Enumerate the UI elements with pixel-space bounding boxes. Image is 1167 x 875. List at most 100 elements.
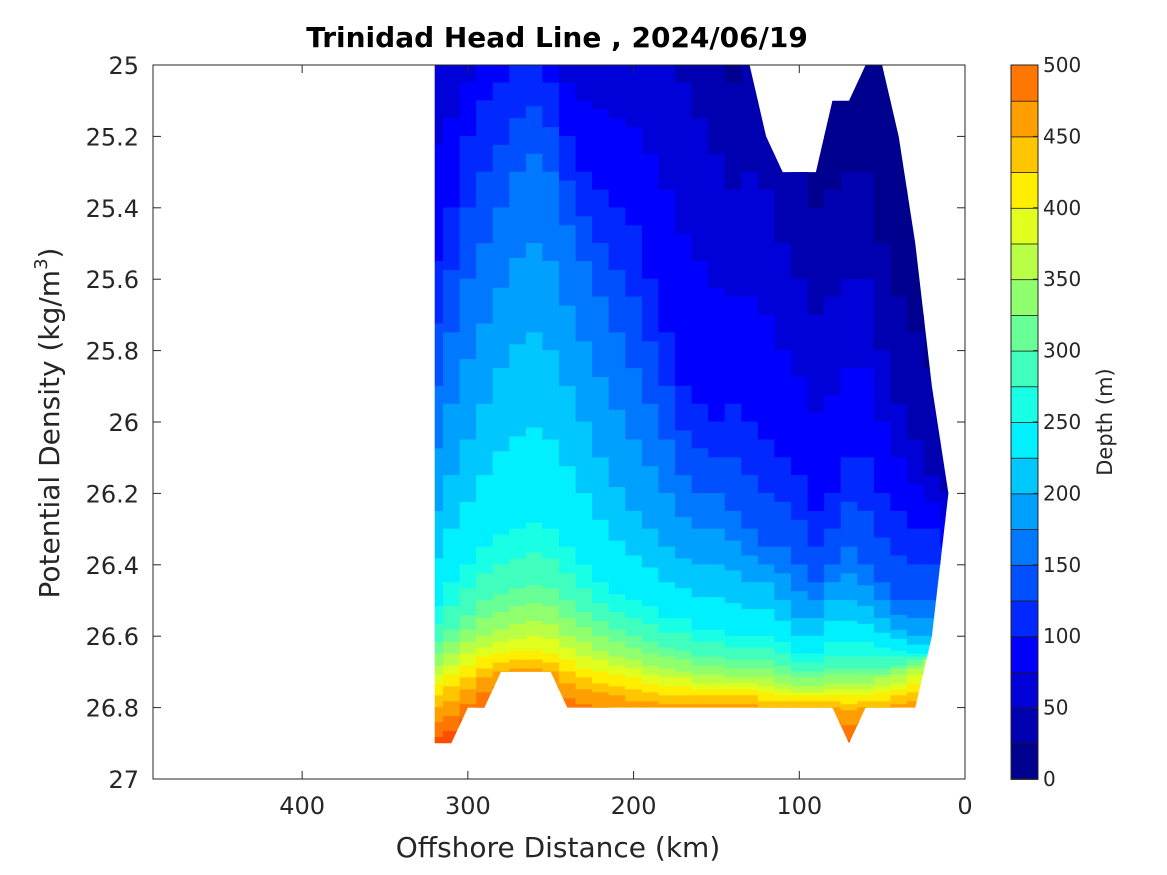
contour-cell <box>857 278 875 369</box>
colorbar-segment <box>1010 207 1039 245</box>
contour-cell <box>443 686 461 703</box>
y-axis-label-close: ) <box>33 248 66 259</box>
contour-cell <box>675 516 693 560</box>
contour-cell <box>509 65 527 119</box>
contour-cell <box>757 493 776 548</box>
contour-cell <box>873 65 892 244</box>
contour-cell <box>492 287 510 369</box>
y-tick-label: 25.6 <box>86 266 139 294</box>
colorbar-segment <box>1010 421 1039 459</box>
contour-cell <box>691 261 709 405</box>
contour-cell <box>459 207 477 280</box>
x-tick-labels: 400 300 200 100 0 <box>279 792 972 820</box>
contour-cell <box>608 487 626 542</box>
contour-cell <box>923 564 941 601</box>
contour-cell <box>625 439 643 512</box>
contour-cell <box>492 653 510 664</box>
contour-cell <box>675 695 693 705</box>
contour-cell <box>575 677 593 691</box>
contour-cell <box>840 674 858 685</box>
contour-cell <box>708 656 726 667</box>
contour-cell <box>434 510 444 560</box>
contour-cell <box>492 534 510 566</box>
contour-cell <box>675 659 693 673</box>
contour-cell <box>691 665 709 676</box>
contour-cell <box>476 100 494 173</box>
contour-cell <box>708 65 726 155</box>
contour-cell <box>525 106 544 155</box>
contour-cell <box>757 609 776 637</box>
contour-cell <box>724 189 742 298</box>
contour-cell <box>807 692 825 697</box>
contour-cell <box>641 528 660 569</box>
contour-cell <box>857 656 875 670</box>
contour-cell <box>807 600 825 619</box>
contour-cell <box>434 736 444 744</box>
contour-cell <box>575 641 593 658</box>
contour-cell <box>675 234 693 387</box>
contour-cell <box>757 582 776 610</box>
colorbar-tick-label: 50 <box>1043 696 1068 720</box>
contour-cell <box>559 385 577 467</box>
contour-cell <box>542 558 560 589</box>
contour-cell <box>774 641 792 655</box>
contour-cell <box>791 692 809 697</box>
contour-cell <box>907 683 925 694</box>
colorbar-segment <box>1010 350 1039 388</box>
contour-cell <box>525 659 544 670</box>
contour-cell <box>691 564 709 598</box>
contour-cell <box>774 689 792 697</box>
contour-cell <box>741 659 759 670</box>
contour-cell <box>923 528 941 566</box>
contour-cell <box>840 695 858 705</box>
contour-cell <box>840 656 858 670</box>
contour-cell <box>575 564 593 589</box>
colorbar-tick-label: 250 <box>1043 410 1081 434</box>
contour-cell <box>559 225 577 307</box>
contour-cell <box>807 677 825 688</box>
colorbar-segment <box>1010 492 1039 530</box>
contour-cell <box>675 82 693 235</box>
contour-cell <box>873 647 892 658</box>
contour-cell <box>840 668 858 676</box>
contour-cell <box>757 635 776 649</box>
contour-cell <box>641 623 660 643</box>
contour-cell <box>592 296 610 378</box>
contour-cell <box>757 439 776 494</box>
contour-cell <box>559 635 577 649</box>
contour-cell <box>575 626 593 643</box>
contour-cell <box>592 692 610 708</box>
contour-cell <box>542 171 560 262</box>
contour-cell <box>525 153 544 244</box>
contour-cell <box>757 564 776 584</box>
contour-cell <box>907 692 925 702</box>
contour-cell <box>509 638 527 652</box>
contour-cell <box>492 564 510 595</box>
contour-cell <box>625 296 643 369</box>
contour-cell <box>443 716 461 732</box>
contour-cell <box>559 683 577 700</box>
contour-cell <box>575 421 593 494</box>
contour-cell <box>840 457 858 503</box>
contour-cell <box>873 674 892 679</box>
contour-cell <box>658 546 676 584</box>
contour-cell <box>658 632 676 649</box>
contour-cell <box>824 528 842 566</box>
contour-cell <box>724 635 742 649</box>
contour-cell <box>791 591 809 619</box>
colorbar <box>1010 64 1039 780</box>
contour-cell <box>708 689 726 697</box>
contour-cell <box>509 258 527 346</box>
contour-cell <box>890 555 908 601</box>
contour-cell <box>741 677 759 685</box>
contour-cell <box>476 677 494 694</box>
contour-cell <box>525 332 544 429</box>
contour-cell <box>873 701 892 708</box>
contour-cell <box>559 647 577 661</box>
contour-cell <box>641 606 660 625</box>
colorbar-segment <box>1010 600 1039 638</box>
contour-cell <box>791 695 809 702</box>
contour-cell <box>724 695 742 705</box>
contour-cell <box>625 618 643 637</box>
contour-cell <box>724 683 742 691</box>
